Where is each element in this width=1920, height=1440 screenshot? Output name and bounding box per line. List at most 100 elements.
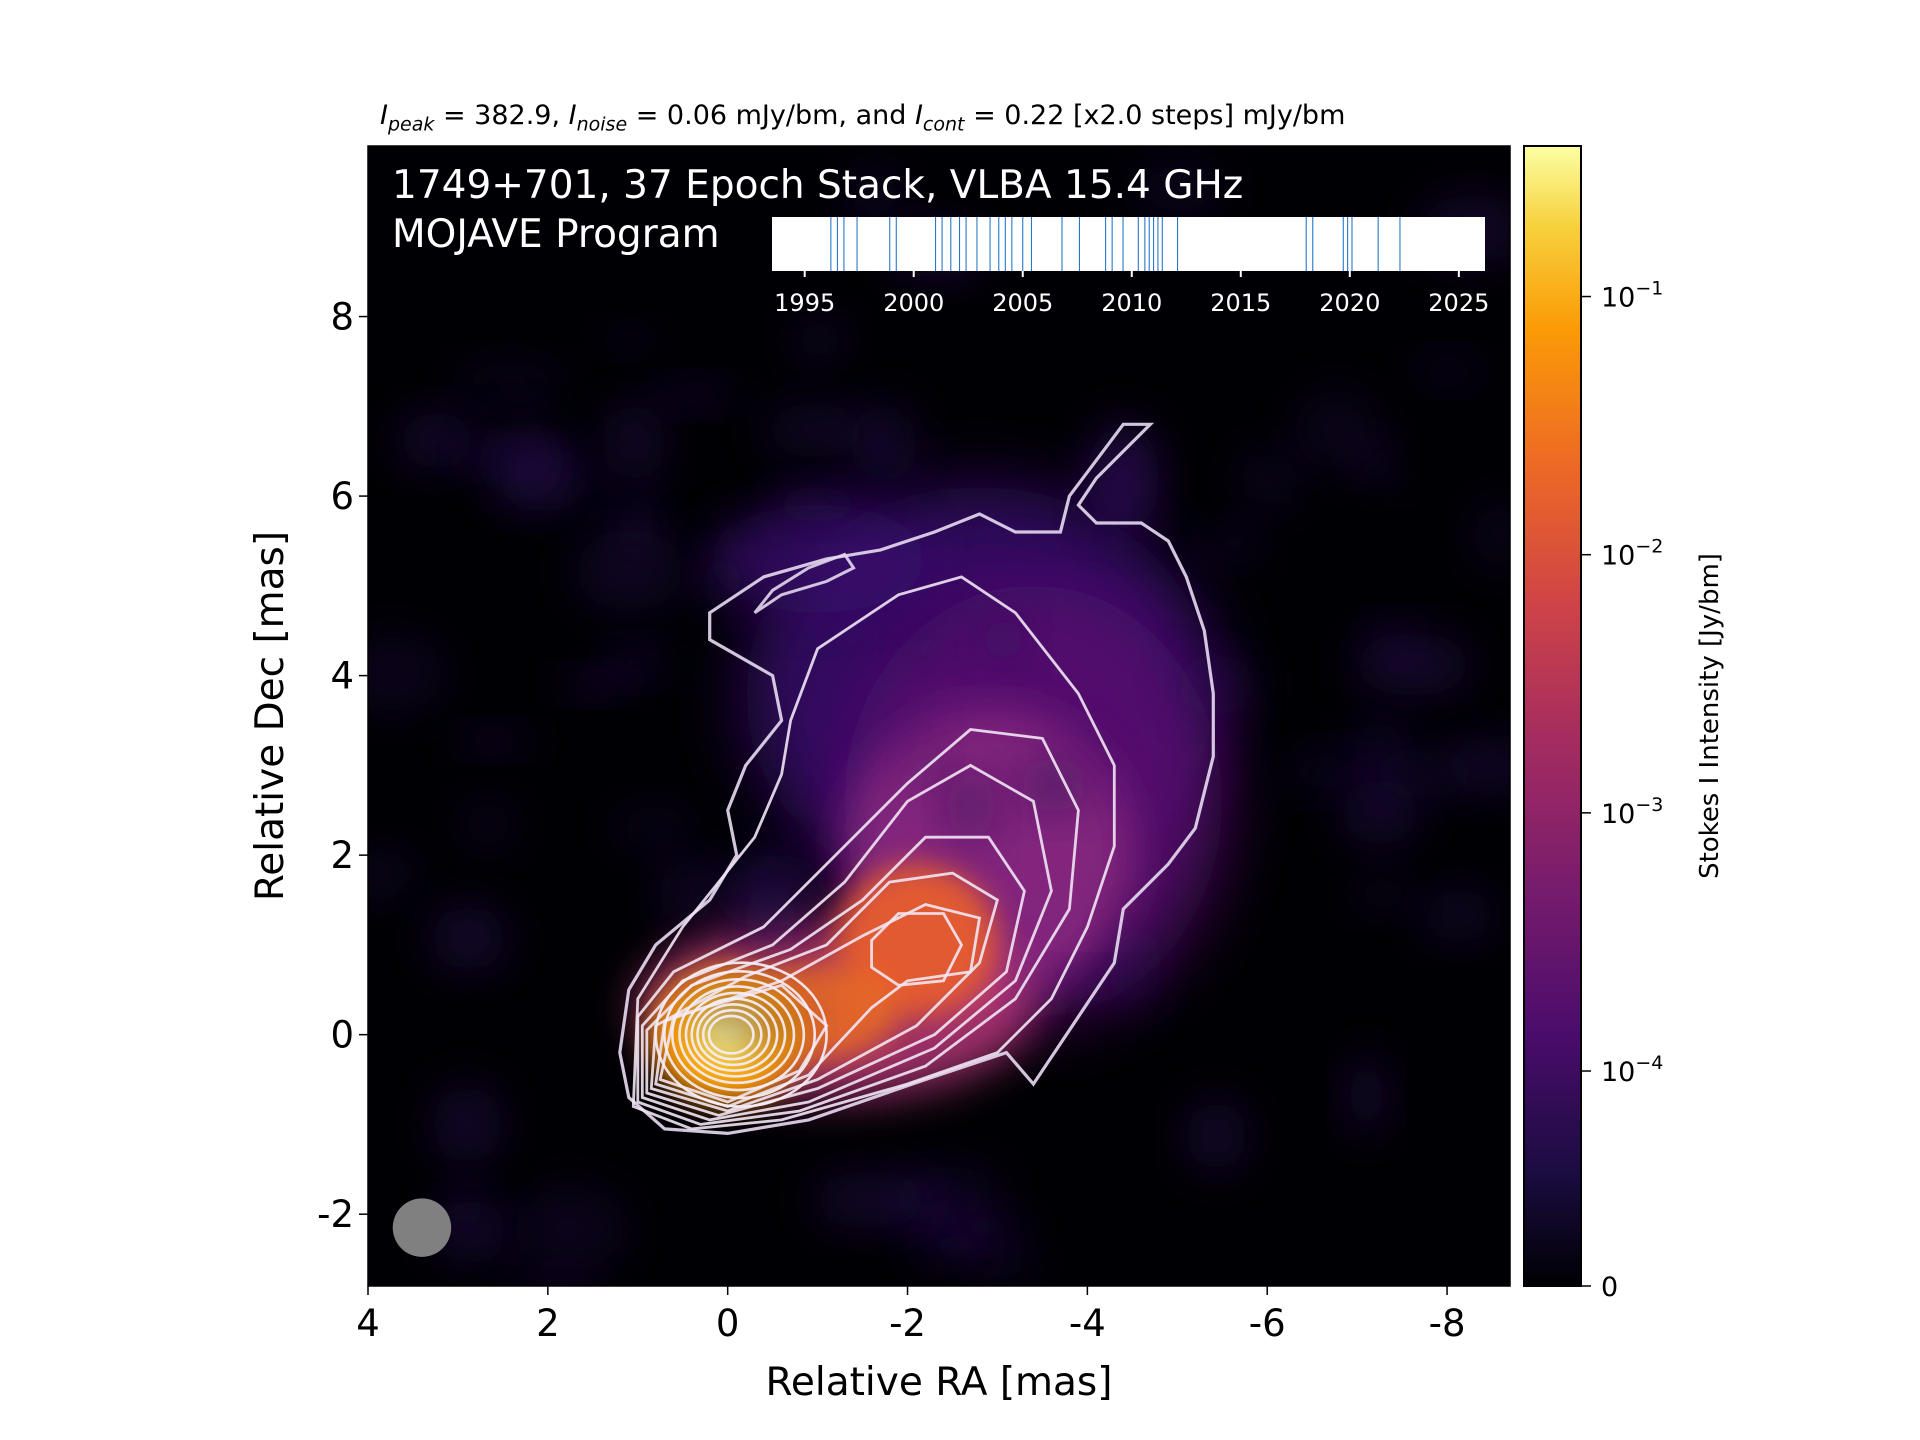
noise-patch — [603, 326, 658, 353]
y-axis-label: Relative Dec [mas] — [248, 531, 293, 901]
noise-patch — [1287, 752, 1364, 793]
colorbar-tick-label: 0 — [1601, 1272, 1618, 1303]
timeline-tick-label: 2025 — [1428, 289, 1489, 317]
noise-patch — [563, 671, 630, 698]
noise-patch — [767, 484, 867, 525]
y-tick-label: 0 — [330, 1014, 354, 1057]
intensity-blob — [835, 863, 998, 1017]
timeline-tick-label: 2015 — [1210, 289, 1271, 317]
noise-patch — [600, 645, 667, 679]
x-tick-label: 2 — [536, 1302, 560, 1345]
y-tick-label: 8 — [330, 296, 354, 339]
noise-patch — [1346, 1058, 1387, 1133]
noise-patch — [1108, 924, 1163, 1008]
contour-core — [654, 961, 828, 1108]
contour-outer — [618, 422, 1215, 1136]
colorbar-tick-label: 10−3 — [1601, 794, 1663, 830]
noise-patch — [763, 403, 867, 458]
x-tick-label: -8 — [1429, 1302, 1466, 1345]
contour-core — [663, 970, 817, 1100]
noise-patch — [946, 1209, 1024, 1243]
noise-patch — [657, 858, 716, 927]
annotation-line1: 1749+701, 37 Epoch Stack, VLBA 15.4 GHz — [392, 163, 1243, 208]
noise-patch — [458, 800, 517, 849]
noise-patch — [1472, 502, 1510, 568]
noise-patch — [978, 615, 1029, 664]
stats-title: Ipeak = 382.9, Inoise = 0.06 mJy/bm, and… — [380, 100, 1346, 136]
noise-patch — [455, 361, 567, 402]
y-tick-label: 2 — [330, 834, 354, 877]
noise-patch — [511, 1270, 601, 1286]
contour — [640, 763, 1053, 1122]
contour — [870, 912, 964, 987]
x-tick-label: -6 — [1249, 1302, 1286, 1345]
annotation-line2: MOJAVE Program — [392, 212, 720, 257]
noise-patch — [1365, 621, 1413, 655]
contour-core — [696, 1003, 771, 1067]
noise-patch — [1239, 449, 1302, 509]
noise-patch — [431, 905, 507, 971]
noise-patch — [792, 317, 847, 362]
noise-patch — [432, 1085, 503, 1165]
timeline-tick-label: 2020 — [1319, 289, 1380, 317]
timeline-tick-label: 2005 — [992, 289, 1053, 317]
colorbar-tick-label: 10−2 — [1601, 536, 1663, 572]
noise-patch — [455, 728, 530, 754]
colorbar — [1523, 145, 1582, 1287]
contour-core — [684, 991, 787, 1078]
noise-patch — [847, 171, 903, 222]
noise-patch — [1063, 966, 1133, 995]
intensity-map — [368, 167, 1510, 1286]
noise-patch — [1294, 390, 1380, 470]
contour-core — [670, 977, 806, 1092]
timeline-tick-label: 1995 — [774, 289, 835, 317]
noise-patch — [368, 850, 420, 902]
y-tick-label: 4 — [330, 655, 354, 698]
noise-patch — [511, 1187, 627, 1271]
intensity-blob — [1087, 424, 1160, 533]
timeline-tick-label: 2000 — [883, 289, 944, 317]
colorbar-label: Stokes I Intensity [Jy/bm] — [1695, 553, 1725, 879]
noise-patch — [1421, 888, 1497, 943]
y-axis: -2 0 2 4 6 8 — [317, 296, 368, 1236]
noise-patch — [613, 805, 695, 850]
y-tick-label: 6 — [330, 475, 354, 518]
noise-patch — [849, 403, 918, 484]
noise-patch — [710, 854, 829, 928]
noise-patch — [1175, 654, 1258, 716]
noise-patch — [398, 412, 476, 470]
noise-patch — [646, 381, 740, 410]
noise-patch — [1369, 747, 1479, 799]
noise-patch — [946, 766, 996, 845]
contour-loop — [753, 552, 856, 615]
noise-patch — [811, 1171, 930, 1229]
y-tick-label: -2 — [317, 1193, 354, 1236]
noise-patch — [575, 529, 687, 611]
contour — [654, 903, 982, 1108]
contour-core — [701, 1008, 763, 1061]
epoch-timeline: 1995 2000 2005 2010 2015 2020 2025 — [772, 217, 1489, 317]
x-tick-label: -4 — [1069, 1302, 1106, 1345]
noise-patch — [1209, 523, 1261, 561]
x-axis: 4 2 0 -2 -4 -6 -8 — [356, 1286, 1466, 1345]
plot-frame — [367, 145, 1511, 1287]
colorbar-ticks: 10−1 10−2 10−3 10−4 0 — [1581, 278, 1663, 1303]
contour-core — [690, 997, 779, 1072]
noise-patch — [1133, 167, 1222, 212]
noise-patch — [601, 403, 667, 482]
intensity-blob — [709, 504, 926, 613]
noise-patch — [368, 636, 446, 711]
noise-patch — [477, 419, 565, 502]
contour — [631, 575, 1116, 1131]
noise-patch — [903, 627, 953, 667]
colorbar-tick-label: 10−4 — [1601, 1052, 1663, 1088]
contour-core — [678, 985, 796, 1085]
x-tick-label: -2 — [889, 1302, 926, 1345]
noise-patch — [1411, 356, 1485, 386]
noise-patch — [1018, 756, 1089, 814]
timeline-box — [772, 217, 1485, 271]
x-tick-label: 0 — [716, 1302, 740, 1345]
noise-patch — [1185, 1100, 1248, 1171]
noise-patch — [699, 553, 745, 616]
contour — [636, 728, 1080, 1126]
